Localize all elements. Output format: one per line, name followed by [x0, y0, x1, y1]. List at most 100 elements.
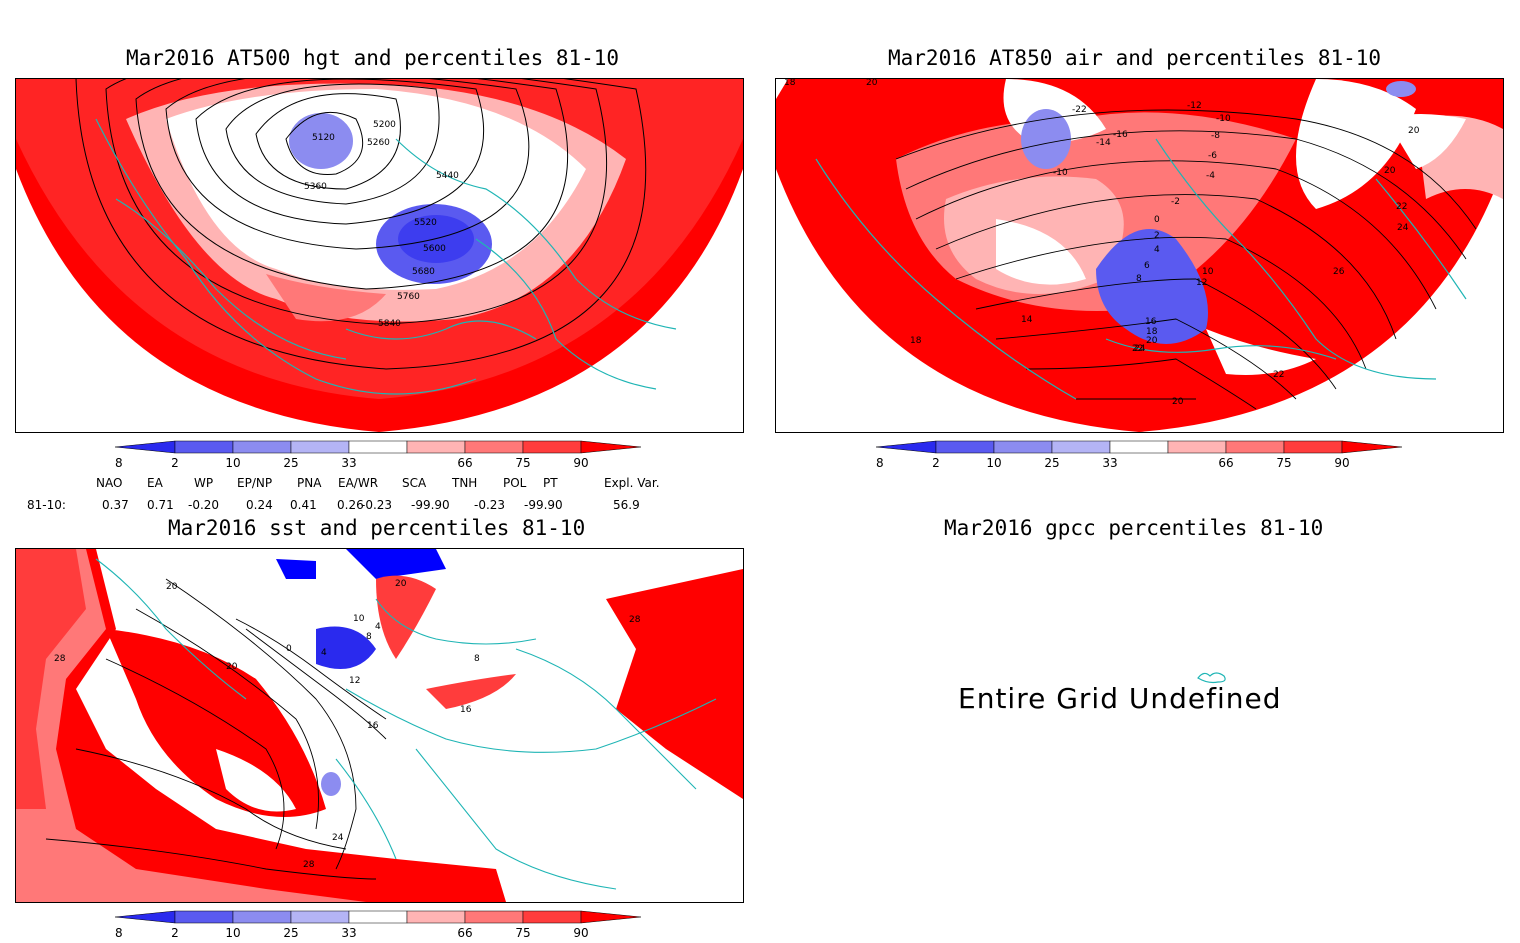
svg-text:5360: 5360: [304, 182, 327, 192]
colorbar-segment: [290, 440, 350, 454]
colorbar-1-svg: 2 10 25 33 66 75 90 98: [107, 440, 642, 470]
svg-text:20: 20: [866, 79, 878, 88]
colorbar-3-svg: 2 10 25 33 66 75 90 98: [107, 910, 642, 940]
svg-text:28: 28: [54, 654, 66, 664]
colorbar-segment: [174, 440, 234, 454]
svg-text:20: 20: [1408, 126, 1420, 136]
svg-text:18: 18: [784, 79, 796, 88]
svg-text:-22: -22: [1072, 105, 1087, 115]
value-NAO: 0.37: [102, 498, 129, 512]
colorbar-tick-label: 66: [457, 926, 472, 939]
colorbar-segment: [290, 910, 350, 924]
svg-text:-10: -10: [1053, 168, 1068, 178]
svg-text:-2: -2: [1171, 197, 1180, 207]
svg-text:22: 22: [1132, 344, 1143, 354]
svg-text:28: 28: [629, 615, 641, 625]
svg-text:24: 24: [1397, 223, 1409, 233]
anomaly-blue-3: [1021, 109, 1071, 169]
svg-text:24: 24: [332, 833, 344, 843]
svg-text:20: 20: [226, 662, 238, 672]
svg-text:4: 4: [321, 648, 327, 658]
value-explvar: 56.9: [613, 498, 640, 512]
colorbar-tick-label: 90: [573, 456, 588, 469]
svg-text:20: 20: [1384, 166, 1396, 176]
index-SCA: SCA: [402, 476, 427, 490]
svg-text:14: 14: [1021, 315, 1033, 325]
svg-text:8: 8: [1136, 274, 1142, 284]
map-sst: 20 28 20 0 4 8 12 16 24 28 10 4 8 16 28 …: [15, 548, 744, 903]
index-WP: WP: [194, 476, 214, 490]
colorbar-segment: [232, 910, 292, 924]
value-SCA: -0.23: [361, 498, 393, 512]
colorbar-segment: [1051, 440, 1111, 454]
colorbar-arrow-left: [875, 440, 937, 454]
index-explvar: Expl. Var.: [604, 476, 660, 490]
svg-text:5840: 5840: [378, 319, 401, 329]
colorbar-tick-label: 75: [1276, 456, 1291, 469]
svg-text:-14: -14: [1096, 138, 1111, 148]
colorbar-tick-label: 66: [1218, 456, 1233, 469]
colorbar-segment: [1167, 440, 1227, 454]
svg-text:5600: 5600: [423, 244, 446, 254]
colorbar-segment: [464, 440, 524, 454]
map-sst-canvas: 20 28 20 0 4 8 12 16 24 28 10 4 8 16 28 …: [16, 549, 743, 902]
map-air850-canvas: 18 20 -22 -16 -14 -10 -12 -10 -8 -6 -4 -…: [776, 79, 1503, 432]
svg-text:8: 8: [474, 654, 480, 664]
svg-text:20: 20: [395, 579, 407, 589]
svg-text:22: 22: [1396, 202, 1407, 212]
svg-text:-6: -6: [1208, 151, 1217, 161]
svg-text:2: 2: [1154, 231, 1160, 241]
panel-title-hgt500: Mar2016 AT500 hgt and percentiles 81-10: [126, 46, 620, 70]
svg-text:5260: 5260: [367, 138, 390, 148]
colorbar-tick-label: 10: [225, 456, 240, 469]
svg-text:-10: -10: [1216, 114, 1231, 124]
colorbar-2-svg: 2 10 25 33 66 75 90 98: [868, 440, 1403, 470]
svg-text:5440: 5440: [436, 171, 459, 181]
svg-text:20: 20: [166, 582, 178, 592]
value-EPNP: 0.24: [246, 498, 273, 512]
colorbar-segment: [232, 440, 292, 454]
svg-text:5760: 5760: [397, 292, 420, 302]
value-EA: 0.71: [147, 498, 174, 512]
svg-text:5520: 5520: [414, 218, 437, 228]
svg-text:4: 4: [375, 622, 381, 632]
svg-text:26: 26: [1333, 267, 1345, 277]
colorbar-tick-label: 90: [573, 926, 588, 939]
colorbar-tick-label: 75: [515, 926, 530, 939]
colorbar-tick-label: 2: [932, 456, 940, 469]
colorbar-segment: [464, 910, 524, 924]
colorbar-tick-label: 75: [515, 456, 530, 469]
svg-text:0: 0: [1154, 215, 1160, 225]
colorbar-segment: [348, 440, 408, 454]
index-NAO: NAO: [96, 476, 123, 490]
index-TNH: TNH: [452, 476, 478, 490]
value-WP: -0.20: [188, 498, 220, 512]
colorbar-segment: [174, 910, 234, 924]
colorbar-tick-label: 90: [1334, 456, 1349, 469]
value-PNA: 0.41: [290, 498, 317, 512]
colorbar-tick-label: 2: [171, 456, 179, 469]
index-POL: POL: [503, 476, 527, 490]
anomaly-blue-1: [289, 113, 353, 169]
indices-row-label: 81-10:: [27, 498, 66, 512]
svg-text:-4: -4: [1206, 171, 1215, 181]
index-EPNP: EP/NP: [237, 476, 273, 490]
svg-text:0: 0: [286, 644, 292, 654]
colorbar-2: 2 10 25 33 66 75 90 98: [868, 439, 1406, 470]
colorbar-tick-label: 98: [115, 926, 123, 939]
index-EA: EA: [147, 476, 163, 490]
svg-text:4: 4: [1154, 245, 1160, 255]
colorbar-tick-label: 66: [457, 456, 472, 469]
svg-text:28: 28: [303, 860, 315, 870]
svg-text:-16: -16: [1113, 130, 1128, 140]
colorbar-segment: [993, 440, 1053, 454]
colorbar-segment: [935, 440, 995, 454]
undefined-grid-message: Entire Grid Undefined: [958, 682, 1282, 715]
value-EAWR: 0.26: [337, 498, 364, 512]
value-TNH: -99.90: [411, 498, 450, 512]
map-hgt500-canvas: 5120 5200 5260 5360 5440 5520 5600 5680 …: [16, 79, 743, 432]
colorbar-segment: [522, 440, 582, 454]
anomaly-blue-sst-1: [316, 626, 376, 669]
svg-text:5120: 5120: [312, 133, 335, 143]
colorbar-tick-label: 10: [225, 926, 240, 939]
